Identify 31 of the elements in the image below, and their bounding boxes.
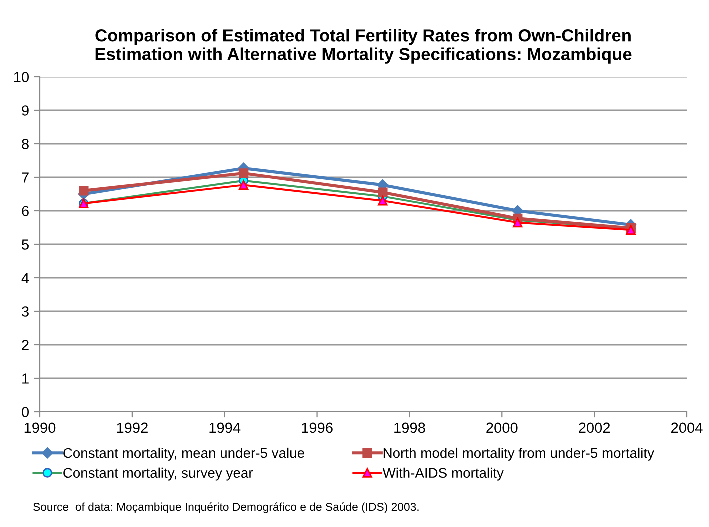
- y-tick-label: 1: [22, 374, 29, 384]
- x-tick-label: 1996: [302, 422, 333, 434]
- legend-label: North model mortality from under-5 mortality: [384, 448, 654, 461]
- legend-label: Constant mortality, survey year: [64, 468, 254, 481]
- x-tick-label: 2000: [486, 422, 518, 434]
- point: [79, 186, 89, 196]
- y-tick-label: 2: [22, 340, 29, 350]
- legend-label: Constant mortality, mean under-5 value: [64, 448, 304, 461]
- point: [512, 218, 523, 228]
- chart-title: Comparison of Estimated Total Fertility Rates from Own-Children Estimation with Alternative Mortality Specifications: Mozambique: [96, 29, 632, 64]
- y-tick-label: 9: [22, 106, 29, 116]
- y-tick-label: 5: [22, 240, 29, 250]
- y-tick-label: 4: [22, 273, 30, 284]
- x-tick-label: 1990: [24, 422, 56, 434]
- y-tick-label: 8: [22, 139, 29, 150]
- y-tick-label: 3: [22, 306, 29, 317]
- legend-label: With-AIDS mortality: [382, 468, 504, 481]
- y-tick-label: 7: [22, 172, 29, 183]
- x-tick-label: 1994: [210, 422, 241, 434]
- point: [238, 180, 249, 190]
- x-tick-label: 2002: [579, 422, 610, 434]
- source-note: Source of data: Moçambique Inquérito Demográfico e de Saúde (IDS) 2003.: [34, 502, 419, 514]
- x-tick-label: 1998: [394, 422, 426, 434]
- point: [378, 196, 388, 206]
- y-tick-label: 6: [22, 206, 29, 216]
- x-tick-label: 1992: [117, 422, 148, 434]
- y-tick-label: 10: [14, 72, 30, 82]
- point: [378, 188, 388, 198]
- point: [238, 168, 249, 178]
- y-tick-label: 0: [22, 407, 30, 418]
- x-tick-label: 2004: [672, 422, 703, 434]
